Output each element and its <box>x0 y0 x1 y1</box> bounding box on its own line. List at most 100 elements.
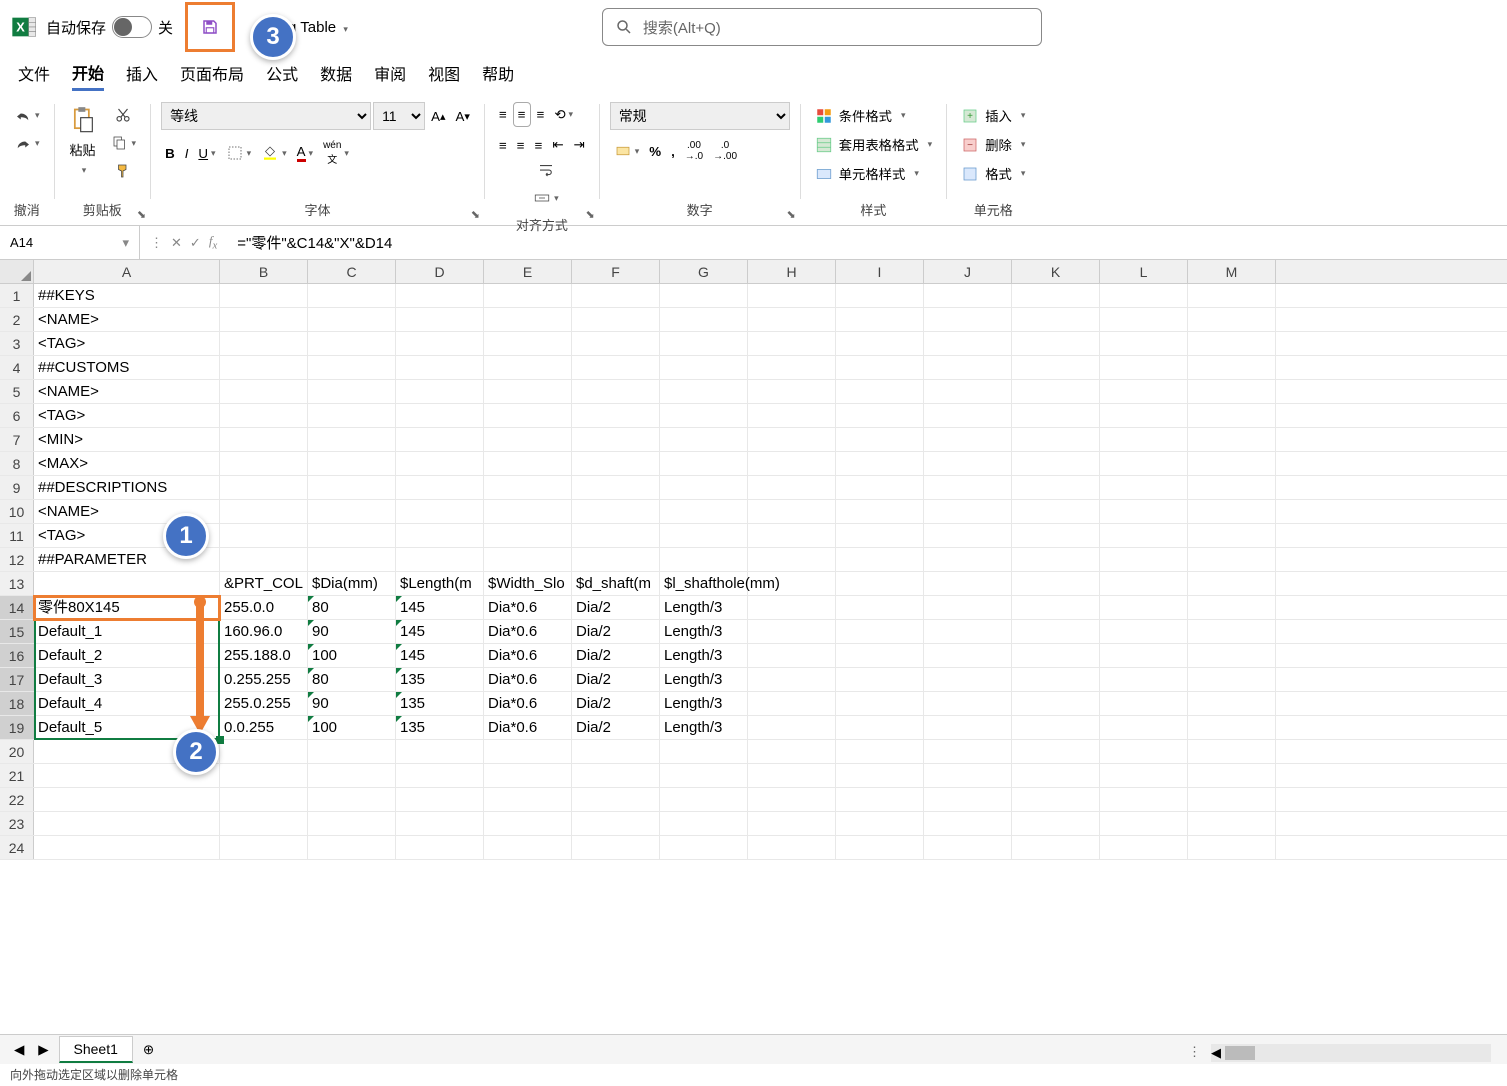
cell[interactable] <box>1100 764 1188 787</box>
cell[interactable] <box>1012 596 1100 619</box>
row-header[interactable]: 22 <box>0 788 34 811</box>
cell[interactable] <box>1012 668 1100 691</box>
bold-button[interactable]: B <box>161 142 179 165</box>
cell[interactable] <box>1012 524 1100 547</box>
cell[interactable] <box>924 740 1012 763</box>
number-format-select[interactable]: 常规 <box>610 102 790 130</box>
cell[interactable] <box>1188 548 1276 571</box>
cell[interactable] <box>484 740 572 763</box>
cell[interactable] <box>220 332 308 355</box>
cell[interactable]: <MIN> <box>34 428 220 451</box>
cell[interactable] <box>308 548 396 571</box>
cell[interactable] <box>748 596 836 619</box>
column-header[interactable]: H <box>748 260 836 283</box>
cell[interactable] <box>1188 764 1276 787</box>
cell[interactable]: 80 <box>308 668 396 691</box>
row-header[interactable]: 16 <box>0 644 34 667</box>
row-header[interactable]: 2 <box>0 308 34 331</box>
decrease-indent-button[interactable]: ⇤ <box>548 133 567 157</box>
orientation-button[interactable]: ⟲ <box>550 103 577 127</box>
cell[interactable] <box>484 764 572 787</box>
cell[interactable] <box>484 332 572 355</box>
underline-button[interactable]: U <box>194 142 219 165</box>
cell[interactable] <box>748 332 836 355</box>
cell[interactable] <box>396 740 484 763</box>
cell[interactable] <box>660 788 748 811</box>
conditional-format-button[interactable]: 条件格式 <box>811 102 910 129</box>
increase-decimal-button[interactable]: .00→.0 <box>681 136 707 166</box>
cell[interactable] <box>836 356 924 379</box>
cell[interactable] <box>836 428 924 451</box>
cell[interactable]: ##CUSTOMS <box>34 356 220 379</box>
cancel-icon[interactable]: ✕ <box>171 235 182 251</box>
cell[interactable] <box>836 452 924 475</box>
cell[interactable] <box>572 524 660 547</box>
cell[interactable] <box>836 524 924 547</box>
cell[interactable] <box>1188 668 1276 691</box>
cell[interactable] <box>1100 356 1188 379</box>
table-format-button[interactable]: 套用表格格式 <box>811 131 937 158</box>
cell[interactable]: $Dia(mm) <box>308 572 396 595</box>
cell[interactable] <box>34 572 220 595</box>
cell[interactable]: Dia*0.6 <box>484 644 572 667</box>
cell[interactable] <box>484 548 572 571</box>
font-size-select[interactable]: 11 <box>373 102 425 130</box>
cell[interactable] <box>836 380 924 403</box>
cell[interactable] <box>748 668 836 691</box>
cell[interactable]: Dia/2 <box>572 692 660 715</box>
cell[interactable] <box>1100 428 1188 451</box>
cell[interactable]: $Width_Slo <box>484 572 572 595</box>
tab-开始[interactable]: 开始 <box>72 56 104 91</box>
column-header[interactable]: J <box>924 260 1012 283</box>
cell[interactable]: 255.188.0 <box>220 644 308 667</box>
cell[interactable] <box>484 356 572 379</box>
cell[interactable]: 0.0.255 <box>220 716 308 739</box>
cell[interactable] <box>308 500 396 523</box>
cell[interactable] <box>1100 812 1188 835</box>
comma-button[interactable]: , <box>667 140 679 163</box>
cell[interactable] <box>836 788 924 811</box>
cell[interactable] <box>836 692 924 715</box>
column-header[interactable]: A <box>34 260 220 283</box>
cell[interactable] <box>748 764 836 787</box>
add-sheet-button[interactable]: ⊕ <box>139 1038 158 1062</box>
cell[interactable] <box>1012 308 1100 331</box>
cell[interactable] <box>572 764 660 787</box>
cell[interactable]: Length/3 <box>660 596 748 619</box>
cell[interactable] <box>660 404 748 427</box>
cell[interactable] <box>836 332 924 355</box>
cell[interactable] <box>748 644 836 667</box>
cell[interactable] <box>308 836 396 859</box>
italic-button[interactable]: I <box>181 142 193 165</box>
cell[interactable] <box>1188 716 1276 739</box>
cell[interactable] <box>308 380 396 403</box>
cell[interactable] <box>572 380 660 403</box>
align-center-button[interactable]: ≡ <box>513 134 529 157</box>
cell[interactable] <box>836 308 924 331</box>
cell[interactable] <box>1100 476 1188 499</box>
copy-button[interactable] <box>107 130 141 156</box>
cell[interactable] <box>1188 356 1276 379</box>
cell[interactable] <box>924 788 1012 811</box>
cell[interactable] <box>1012 620 1100 643</box>
cell[interactable]: ##KEYS <box>34 284 220 307</box>
increase-font-button[interactable]: A▴ <box>427 105 449 128</box>
cell[interactable] <box>924 284 1012 307</box>
cell[interactable] <box>1188 380 1276 403</box>
row-header[interactable]: 10 <box>0 500 34 523</box>
cell[interactable] <box>484 428 572 451</box>
cell[interactable] <box>308 356 396 379</box>
cell[interactable] <box>1100 692 1188 715</box>
cell[interactable] <box>308 740 396 763</box>
cell[interactable] <box>748 572 836 595</box>
cell[interactable] <box>1012 452 1100 475</box>
cell[interactable] <box>220 380 308 403</box>
cell[interactable] <box>748 524 836 547</box>
cell[interactable]: Dia*0.6 <box>484 716 572 739</box>
cell[interactable] <box>660 548 748 571</box>
cell[interactable] <box>660 452 748 475</box>
cell[interactable]: Length/3 <box>660 644 748 667</box>
cell[interactable] <box>836 404 924 427</box>
cell[interactable] <box>660 812 748 835</box>
cell[interactable] <box>572 500 660 523</box>
